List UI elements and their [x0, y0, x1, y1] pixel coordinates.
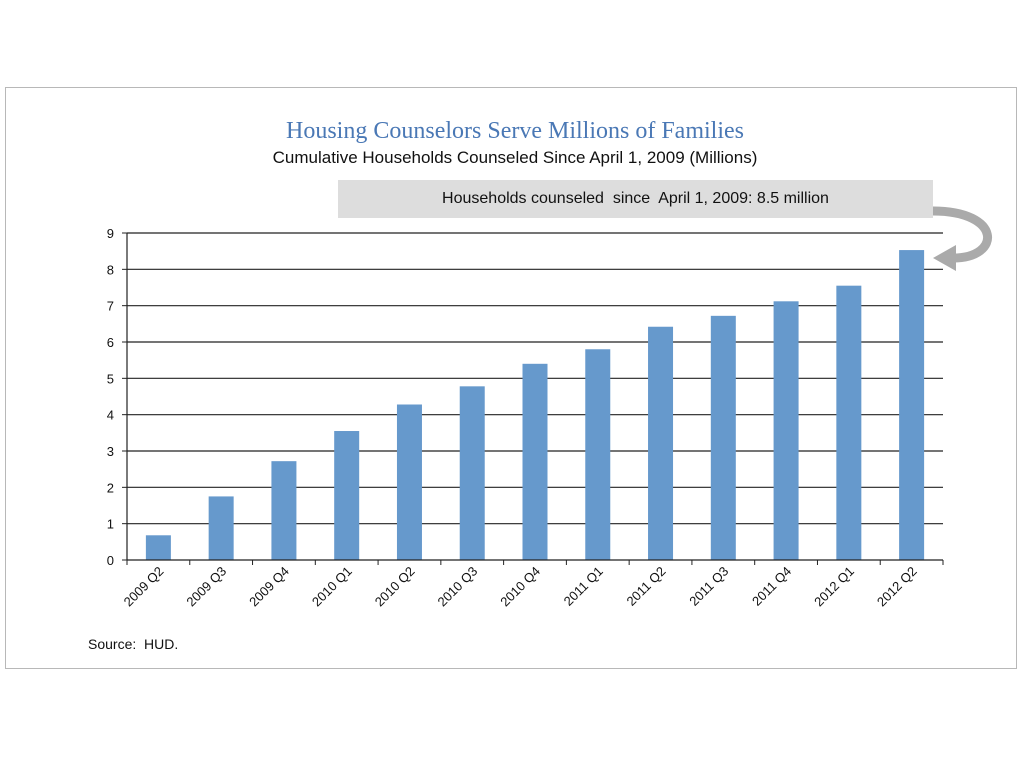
bar: [396, 404, 422, 560]
callout-arrow-curve: [932, 206, 993, 263]
bar: [145, 535, 171, 560]
x-tick-label: 2011 Q3: [686, 564, 731, 609]
bar: [208, 496, 234, 560]
y-tick-label: 0: [107, 553, 114, 568]
bar: [836, 285, 862, 560]
chart-title: Housing Counselors Serve Millions of Fam…: [286, 118, 744, 144]
y-tick-label: 8: [107, 262, 114, 277]
y-tick-label: 4: [107, 408, 114, 423]
x-tick-label: 2009 Q2: [121, 564, 167, 610]
y-tick-label: 5: [107, 371, 114, 386]
callout-arrowhead-icon: [933, 245, 956, 271]
x-tick-label: 2010 Q1: [309, 564, 355, 610]
chart-frame: [5, 87, 1017, 669]
x-tick-label: 2010 Q4: [497, 564, 543, 610]
x-tick-label: 2010 Q2: [372, 564, 418, 610]
annotation-callout: Households counseled since April 1, 2009…: [338, 180, 933, 218]
x-tick-label: 2009 Q4: [246, 564, 292, 610]
bar: [710, 315, 736, 560]
x-tick-label: 2011 Q2: [623, 564, 668, 609]
y-tick-label: 2: [107, 480, 114, 495]
bar: [459, 386, 485, 560]
bar: [271, 461, 297, 560]
source-note: Source: HUD.: [88, 636, 179, 652]
x-tick-label: 2011 Q1: [561, 564, 606, 609]
bar: [334, 431, 360, 560]
x-tick-label: 2012 Q1: [811, 564, 857, 610]
bar: [522, 363, 548, 560]
chart-subtitle: Cumulative Households Counseled Since Ap…: [272, 148, 758, 167]
bar: [648, 326, 674, 560]
y-tick-label: 7: [107, 299, 114, 314]
y-tick-label: 1: [107, 517, 114, 532]
x-tick-label: 2010 Q3: [434, 564, 480, 610]
y-tick-label: 9: [107, 226, 114, 241]
bar: [899, 250, 925, 560]
y-tick-label: 3: [107, 444, 114, 459]
bar: [773, 301, 799, 560]
x-tick-label: 2011 Q4: [749, 564, 794, 609]
y-tick-label: 6: [107, 335, 114, 350]
bar: [585, 349, 611, 560]
x-tick-label: 2009 Q3: [183, 564, 229, 610]
x-tick-label: 2012 Q2: [874, 564, 920, 610]
